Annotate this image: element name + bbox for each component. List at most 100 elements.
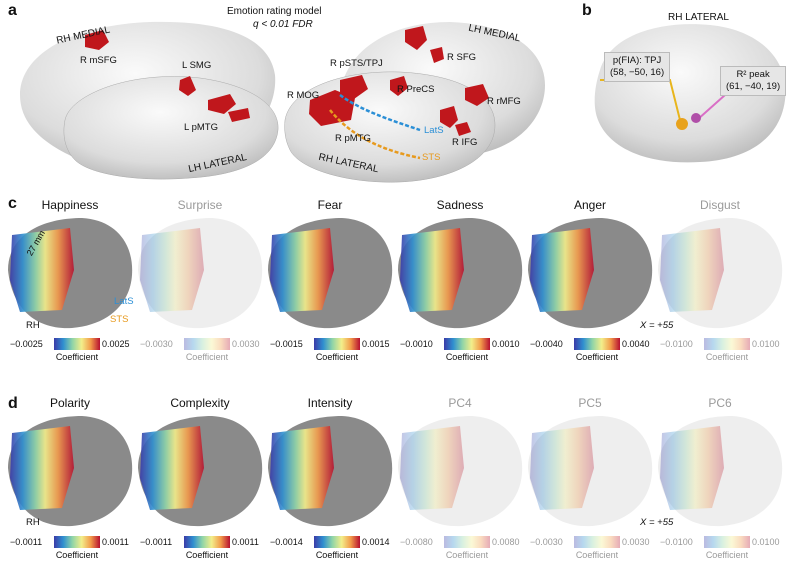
colorbar-label-2: Coefficient	[315, 550, 359, 560]
activation-blobs	[85, 26, 489, 136]
panel-letter-a: a	[8, 2, 17, 19]
colorbar-1	[184, 536, 230, 548]
colorbar-label-4: Coefficient	[575, 550, 619, 560]
map-title-0: Happiness	[41, 198, 99, 212]
coefficient-patch-2	[270, 228, 334, 312]
colorbar-label-1: Coefficient	[185, 550, 229, 560]
colorbar-max-1: 0.0011	[232, 537, 259, 547]
colorbar-min-2: −0.0014	[270, 537, 303, 547]
colorbar-max-4: 0.0030	[622, 537, 650, 547]
coefficient-patch-5	[660, 426, 724, 510]
map-title-5: Disgust	[699, 198, 740, 212]
coefficient-patch-1	[140, 228, 204, 312]
colorbar-0	[54, 338, 100, 350]
r2-callout: R² peak (61, −40, 19)	[720, 66, 787, 96]
label-sts-a: STS	[422, 152, 441, 163]
colorbar-5	[704, 338, 750, 350]
colorbar-3	[444, 338, 490, 350]
coefficient-patch-2	[270, 426, 334, 510]
map-title-1: Complexity	[170, 396, 230, 410]
colorbar-min-4: −0.0030	[530, 537, 563, 547]
label-r-sfg: R SFG	[447, 52, 477, 63]
label-l-pmtg: L pMTG	[184, 122, 218, 133]
map-title-0: Polarity	[49, 396, 90, 410]
colorbar-4	[574, 338, 620, 350]
label-x-d: X = +55	[640, 517, 674, 528]
label-x-c: X = +55	[640, 320, 674, 331]
label-r-psts-tpj: R pSTS/TPJ	[330, 58, 383, 69]
label-rh-d: RH	[26, 517, 40, 528]
colorbar-label-0: Coefficient	[55, 352, 99, 362]
panel-a-title-line2: q < 0.01 FDR	[253, 19, 313, 30]
tpj-callout-line2: (58, −50, 16)	[610, 67, 665, 78]
label-r-rmfg: R rMFG	[487, 96, 521, 107]
colorbar-max-3: 0.0080	[492, 537, 520, 547]
tpj-callout: p(FIA): TPJ (58, −50, 16)	[604, 52, 671, 82]
colorbar-label-5: Coefficient	[705, 550, 749, 560]
colorbar-label-3: Coefficient	[445, 550, 489, 560]
r2-marker	[691, 113, 701, 123]
sts-line	[329, 109, 421, 160]
colorbar-min-3: −0.0010	[400, 339, 433, 349]
colorbar-2	[314, 536, 360, 548]
colorbar-min-3: −0.0080	[400, 537, 433, 547]
coefficient-patch-0	[10, 228, 74, 312]
label-r-msfg: R mSFG	[80, 55, 117, 66]
map-title-2: Fear	[317, 198, 343, 212]
colorbar-min-1: −0.0030	[140, 339, 173, 349]
colorbar-4	[574, 536, 620, 548]
colorbar-0	[54, 536, 100, 548]
colorbar-label-0: Coefficient	[55, 550, 99, 560]
colorbar-min-1: −0.0011	[140, 537, 173, 547]
map-title-1: Surprise	[177, 198, 223, 212]
colorbar-label-4: Coefficient	[575, 352, 619, 362]
colorbar-min-0: −0.0025	[10, 339, 43, 349]
colorbar-3	[444, 536, 490, 548]
coefficient-patch-3	[400, 228, 464, 312]
panel-letter-b: b	[582, 2, 592, 19]
label-r-ifg: R IFG	[452, 137, 478, 148]
colorbar-max-0: 0.0025	[102, 339, 130, 349]
label-r-precs: R PreCS	[397, 84, 435, 95]
colorbar-label-1: Coefficient	[185, 352, 229, 362]
coefficient-patch-4	[530, 228, 594, 312]
colorbar-max-2: 0.0015	[362, 339, 390, 349]
coefficient-patch-3	[400, 426, 464, 510]
map-title-4: PC5	[578, 396, 602, 410]
colorbar-label-5: Coefficient	[705, 352, 749, 362]
coefficient-patch-0	[10, 426, 74, 510]
map-title-4: Anger	[573, 198, 607, 212]
colorbar-max-2: 0.0014	[362, 537, 390, 547]
label-lats-a: LatS	[424, 125, 444, 136]
map-title-3: PC4	[448, 396, 472, 410]
colorbar-min-2: −0.0015	[270, 339, 303, 349]
colorbar-max-1: 0.0030	[232, 339, 260, 349]
colorbar-2	[314, 338, 360, 350]
label-l-smg: L SMG	[182, 60, 212, 71]
map-title-5: PC6	[708, 396, 732, 410]
label-r-pmtg: R pMTG	[335, 133, 371, 144]
colorbar-min-0: −0.0011	[10, 537, 43, 547]
colorbar-5	[704, 536, 750, 548]
panel-letter-c: c	[8, 195, 17, 212]
coefficient-patch-1	[140, 426, 204, 510]
label-sts-c: STS	[110, 314, 129, 325]
brain-maps-row-c	[8, 218, 783, 329]
colorbar-label-2: Coefficient	[315, 352, 359, 362]
colorbar-max-5: 0.0100	[752, 339, 780, 349]
map-title-3: Sadness	[436, 198, 484, 212]
panel-letter-d: d	[8, 395, 18, 412]
panel-b-title: RH LATERAL	[668, 12, 729, 23]
tpj-callout-line1: p(FIA): TPJ	[612, 55, 662, 66]
tpj-marker	[676, 118, 688, 130]
colorbar-max-3: 0.0010	[492, 339, 520, 349]
label-lats-c: LatS	[114, 296, 134, 307]
colorbar-1	[184, 338, 230, 350]
colorbar-min-5: −0.0100	[660, 339, 693, 349]
brain-maps-row-d	[8, 416, 783, 527]
label-rh-c: RH	[26, 320, 40, 331]
r2-callout-line2: (61, −40, 19)	[726, 81, 781, 92]
colorbar-max-5: 0.0100	[752, 537, 780, 547]
colorbar-max-0: 0.0011	[102, 537, 129, 547]
colorbar-min-4: −0.0040	[530, 339, 563, 349]
